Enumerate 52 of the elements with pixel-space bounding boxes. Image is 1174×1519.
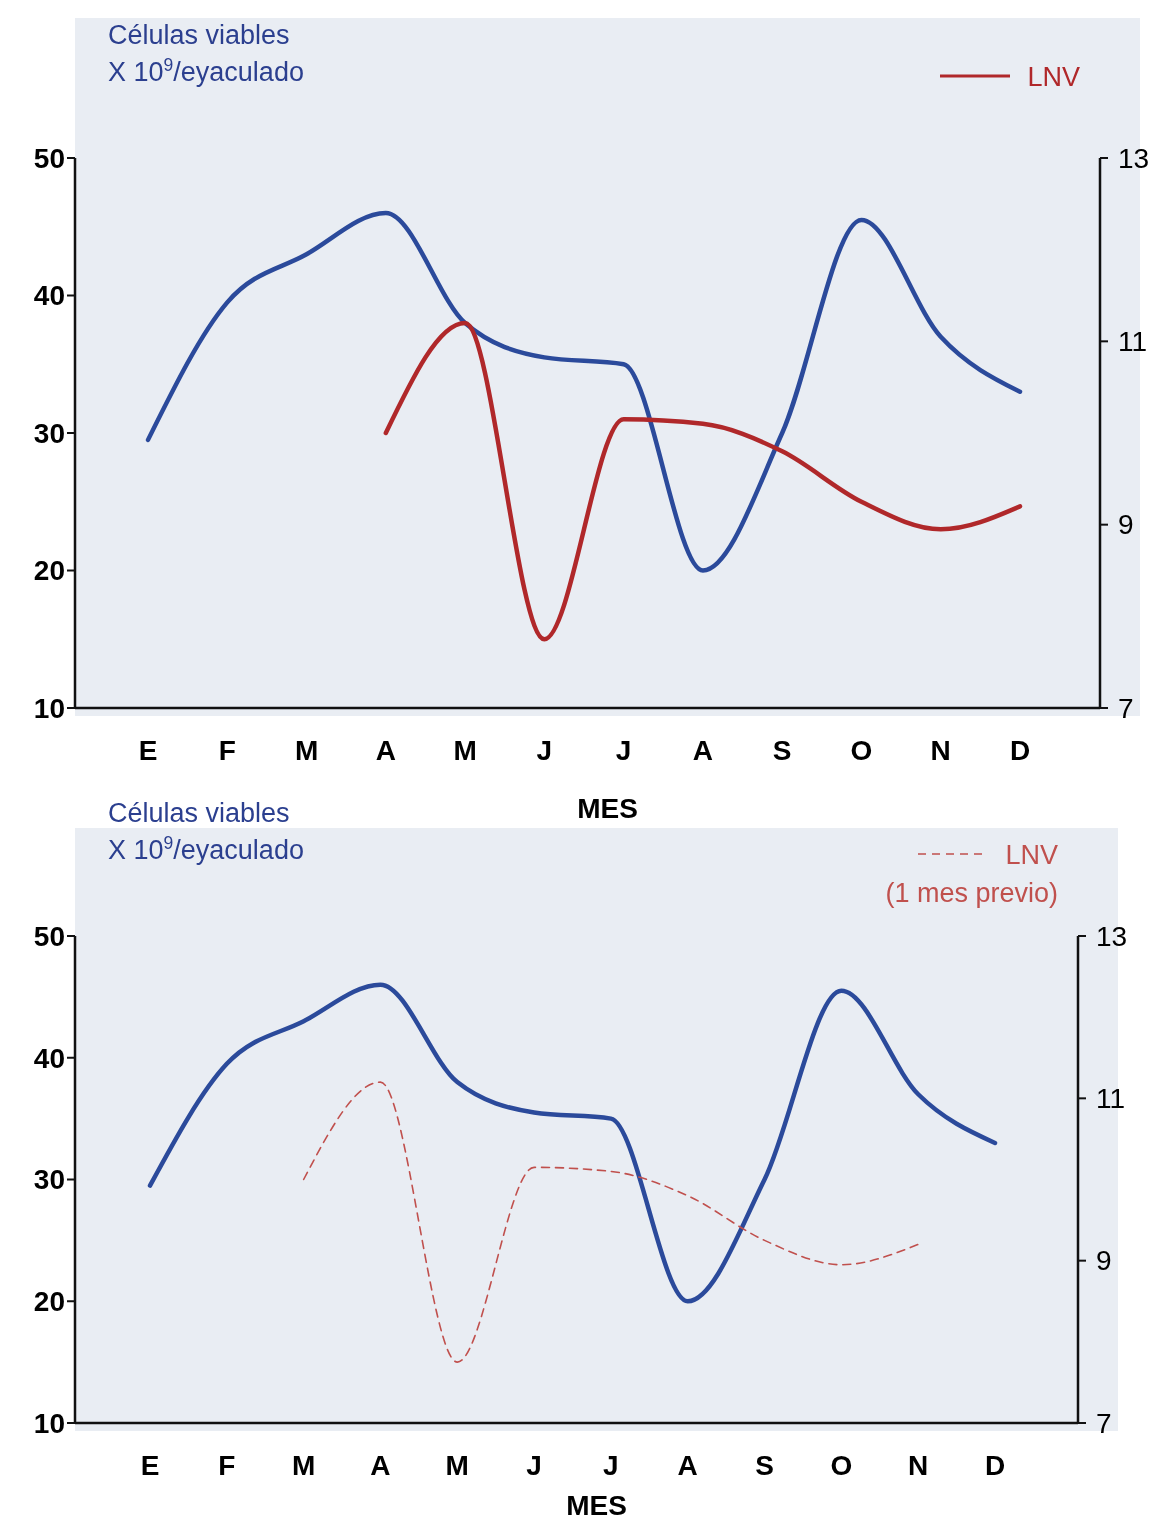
x-tick-label: S	[755, 1450, 774, 1481]
line-series	[383, 320, 1023, 642]
y-tick-label: 40	[33, 280, 65, 312]
line-series	[145, 210, 1023, 573]
x-tick-label: J	[536, 735, 553, 766]
legend-label: LNV (1 mes previo)	[885, 840, 1058, 908]
x-tick-label: M	[453, 735, 477, 766]
x-tick-label: M	[445, 1450, 469, 1481]
x-tick-label: E	[138, 735, 158, 766]
y-tick-label: 10	[33, 692, 65, 724]
x-tick-label: M	[294, 735, 319, 766]
y2-tick-label: 9	[1118, 509, 1134, 541]
y-tick-label: 20	[33, 1286, 65, 1318]
y-axis-title: Células viables X 10$^{9}$/eyaculado	[108, 20, 304, 87]
x-tick-label: A	[677, 1450, 698, 1481]
y-tick-label: 30	[33, 1164, 65, 1196]
x-tick-label: F	[218, 735, 236, 766]
y2-tick-label: 11	[1118, 326, 1148, 358]
y-tick-label: 10	[33, 1407, 65, 1439]
x-tick-label: N	[908, 1450, 929, 1481]
legend-label: LNV	[1027, 62, 1080, 92]
y2-tick-label: 9	[1096, 1245, 1112, 1277]
y-tick-label: 50	[33, 142, 65, 174]
x-axis-title: MES	[577, 793, 638, 824]
x-tick-label: A	[370, 1450, 391, 1481]
y-tick-label: 30	[33, 417, 65, 449]
x-tick-label: E	[140, 1450, 160, 1481]
y-tick-label: 20	[33, 555, 65, 587]
y-tick-label: 40	[33, 1042, 65, 1074]
x-tick-label: O	[850, 735, 873, 766]
x-tick-label: O	[830, 1450, 853, 1481]
line-series	[302, 1081, 919, 1363]
x-tick-label: J	[603, 1450, 619, 1481]
y2-tick-label: 7	[1096, 1407, 1112, 1439]
y-tick-label: 50	[33, 920, 65, 952]
y-axis-title: Células viables X 10$^{9}$/eyaculado	[108, 798, 304, 865]
x-tick-label: A	[692, 735, 714, 766]
line-series	[147, 982, 998, 1304]
x-tick-label: F	[218, 1450, 236, 1481]
x-tick-label: D	[984, 1450, 1006, 1481]
y2-tick-label: 13	[1096, 920, 1128, 952]
y2-tick-label: 11	[1096, 1083, 1126, 1115]
x-tick-label: J	[615, 735, 632, 766]
y2-tick-label: 13	[1118, 142, 1150, 174]
x-tick-label: D	[1009, 735, 1031, 766]
x-tick-label: J	[526, 1450, 542, 1481]
y2-tick-label: 7	[1118, 692, 1134, 724]
x-tick-label: N	[930, 735, 951, 766]
x-tick-label: A	[375, 735, 396, 766]
x-tick-label: S	[772, 735, 792, 766]
x-axis-title: MES	[566, 1490, 627, 1519]
x-tick-label: M	[291, 1450, 316, 1481]
